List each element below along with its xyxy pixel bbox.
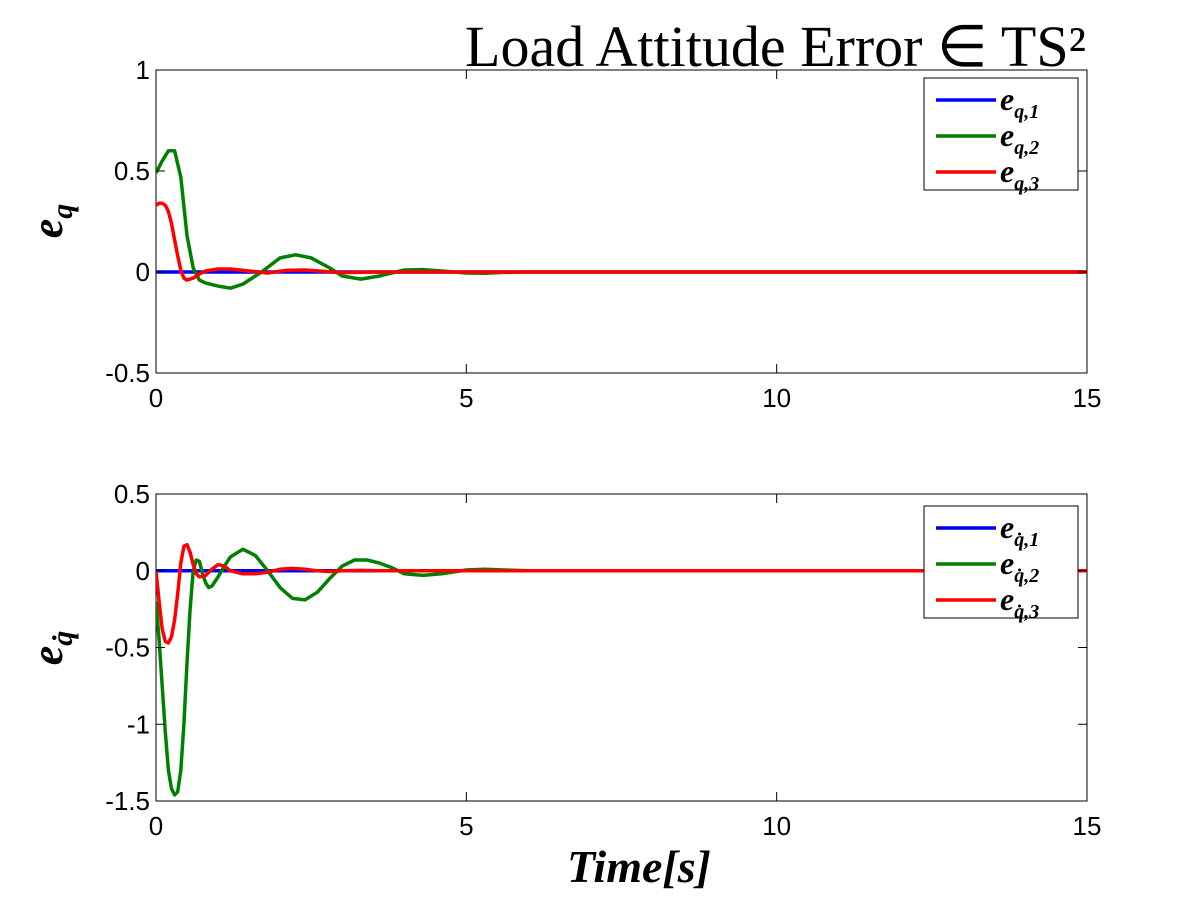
- bottom-axes-eq-dot: 0 5 10 15 -1.5 -1 -0.5 0 0.5 eq̇ eq̇,1eq̇,2eq̇,3: [23, 479, 1101, 841]
- series-line-2: [156, 547, 1087, 797]
- y-tick-label: 1: [136, 55, 150, 85]
- x-tick-label: 15: [1073, 383, 1102, 413]
- y-tick-label: 0.5: [114, 479, 150, 509]
- x-tick-label: 5: [459, 383, 473, 413]
- y-tick-label: -1: [127, 709, 150, 739]
- x-axis-label: Time[s]: [567, 841, 711, 892]
- y-tick-label: -0.5: [105, 633, 150, 663]
- legend-label-2: eq̇,2: [1000, 545, 1039, 587]
- x-tick-label: 5: [459, 811, 473, 841]
- y-axis-label: eq̇: [23, 631, 79, 666]
- legend-label-1: eq,1: [1000, 81, 1039, 123]
- series-line-3: [156, 542, 1087, 645]
- legend-label-1: eq̇,1: [1000, 509, 1039, 551]
- y-tick-label: 0.5: [114, 156, 150, 186]
- x-tick-label: 0: [149, 383, 163, 413]
- legend-label-3: eq,3: [1000, 153, 1039, 195]
- x-tick-label: 0: [149, 811, 163, 841]
- x-tick-label: 15: [1073, 811, 1102, 841]
- y-axis-label: eq: [23, 204, 79, 239]
- y-tick-label: -1.5: [105, 786, 150, 816]
- chart-title: Load Attitude Error ∈ TS²: [465, 14, 1086, 79]
- legend-label-2: eq,2: [1000, 117, 1039, 159]
- x-tick-label: 10: [762, 383, 791, 413]
- y-tick-label: 0: [136, 556, 150, 586]
- legend-label-3: eq̇,3: [1000, 581, 1039, 623]
- series-line-3: [156, 201, 1087, 282]
- y-tick-label: 0: [136, 257, 150, 287]
- y-tick-label: -0.5: [105, 358, 150, 388]
- x-tick-label: 10: [762, 811, 791, 841]
